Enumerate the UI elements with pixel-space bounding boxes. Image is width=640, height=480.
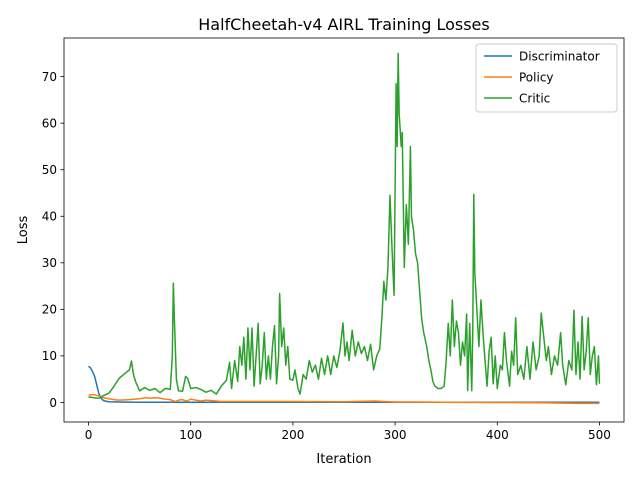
axes-frame — [63, 37, 625, 423]
x-tick-label: 300 — [384, 428, 407, 442]
x-tick-label: 100 — [179, 428, 202, 442]
y-tick-label: 0 — [49, 396, 57, 410]
legend-box — [475, 43, 618, 113]
series-line-critic — [88, 52, 601, 400]
chart-title: HalfCheetah-v4 AIRL Training Losses — [198, 15, 489, 34]
y-tick-label: 40 — [42, 210, 57, 224]
y-axis-label: Loss — [16, 216, 31, 245]
y-tick-label: 20 — [42, 303, 57, 317]
x-tick-label: 0 — [85, 428, 93, 442]
legend-label-critic: Critic — [519, 92, 550, 106]
y-tick-label: 50 — [42, 163, 57, 177]
y-tick-label: 30 — [42, 256, 57, 270]
x-axis-label: Iteration — [316, 452, 371, 467]
y-tick-label: 10 — [42, 349, 57, 363]
legend-label-policy: Policy — [519, 71, 554, 85]
legend: Discriminator Policy Critic — [475, 43, 618, 113]
series-line-policy — [88, 393, 600, 405]
series-lines — [88, 52, 601, 405]
legend-label-discriminator: Discriminator — [519, 50, 600, 64]
axes: 0 100 200 300 400 500 0 10 20 30 40 50 60 70 — [42, 37, 625, 442]
y-tick-label: 70 — [42, 70, 57, 84]
x-tick-label: 400 — [486, 428, 509, 442]
x-tick-label: 200 — [281, 428, 304, 442]
x-tick-label: 500 — [588, 428, 611, 442]
y-tick-label: 60 — [42, 116, 57, 130]
